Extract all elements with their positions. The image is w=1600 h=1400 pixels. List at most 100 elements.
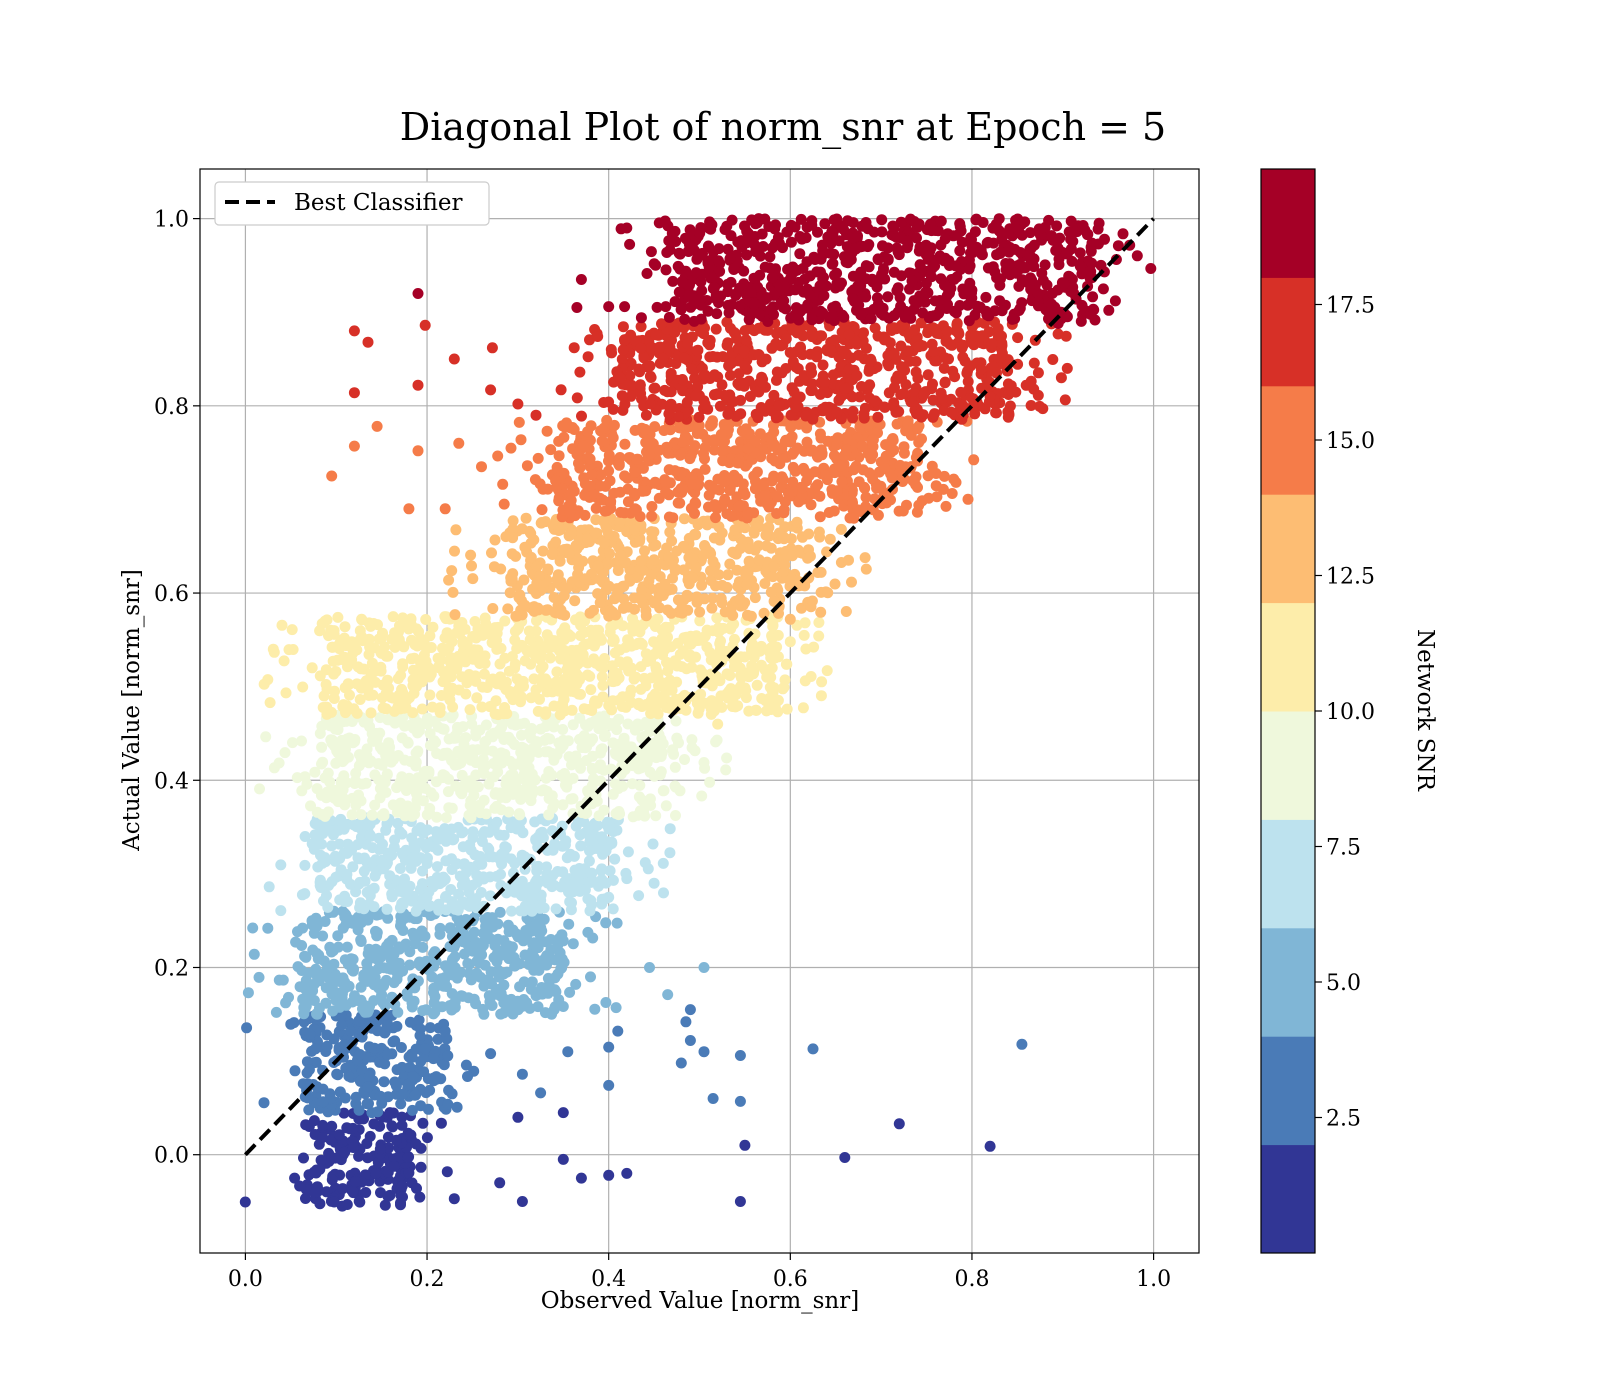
scatter-point — [644, 717, 656, 729]
scatter-point — [419, 825, 431, 837]
scatter-point — [839, 383, 851, 394]
scatter-point — [339, 621, 351, 633]
scatter-point — [541, 629, 553, 641]
scatter-point — [275, 859, 287, 871]
scatter-point — [326, 1174, 338, 1186]
scatter-point — [768, 561, 780, 573]
scatter-point — [516, 741, 528, 753]
scatter-point — [417, 865, 428, 877]
scatter-point — [930, 480, 942, 492]
scatter-point — [720, 764, 732, 776]
scatter-point — [609, 778, 621, 790]
scatter-point — [458, 779, 470, 791]
scatter-point — [646, 569, 657, 581]
scatter-point — [518, 885, 530, 896]
scatter-point — [379, 1026, 391, 1038]
scatter-point — [436, 690, 447, 701]
scatter-point — [339, 911, 351, 923]
scatter-series — [239, 213, 1157, 1212]
scatter-point — [491, 816, 503, 828]
scatter-point — [994, 295, 1006, 307]
scatter-point — [506, 651, 518, 662]
scatter-point — [900, 379, 912, 391]
scatter-point — [487, 745, 499, 757]
scatter-point — [370, 732, 382, 744]
scatter-point — [350, 1091, 362, 1103]
scatter-point — [606, 347, 618, 359]
scatter-point — [772, 706, 784, 718]
scatter-point — [954, 245, 966, 257]
scatter-point — [515, 905, 527, 917]
scatter-point — [415, 657, 427, 669]
scatter-point — [434, 922, 446, 934]
scatter-point — [341, 1199, 353, 1210]
scatter-point — [791, 393, 803, 405]
scatter-point — [828, 450, 840, 461]
scatter-point — [459, 948, 470, 960]
scatter-point — [412, 900, 424, 912]
scatter-point — [355, 994, 367, 1006]
scatter-point — [496, 679, 508, 691]
scatter-point — [528, 605, 540, 617]
scatter-point — [455, 967, 467, 978]
scatter-point — [636, 393, 647, 405]
scatter-point — [648, 702, 660, 714]
scatter-point — [607, 695, 619, 707]
scatter-point — [355, 795, 367, 807]
scatter-point — [698, 328, 710, 340]
scatter-point — [521, 644, 533, 656]
scatter-point — [564, 848, 576, 860]
scatter-point — [711, 351, 723, 363]
scatter-point — [574, 712, 586, 724]
scatter-point — [600, 997, 612, 1008]
scatter-point — [699, 369, 711, 381]
scatter-point — [1004, 400, 1016, 412]
scatter-point — [524, 525, 535, 537]
scatter-point — [530, 833, 542, 845]
scatter-point — [605, 496, 617, 507]
scatter-point — [846, 576, 857, 588]
scatter-point — [326, 946, 337, 958]
scatter-point — [805, 499, 817, 511]
scatter-point — [801, 436, 813, 448]
scatter-point — [539, 1007, 551, 1019]
scatter-point — [408, 838, 420, 850]
scatter-point — [962, 376, 974, 388]
scatter-point — [586, 762, 598, 774]
scatter-point — [506, 572, 518, 584]
scatter-point — [392, 750, 404, 761]
scatter-point — [698, 549, 710, 561]
scatter-point — [692, 381, 704, 393]
scatter-point — [756, 377, 768, 389]
scatter-point — [580, 755, 592, 766]
scatter-point — [395, 639, 407, 651]
scatter-point — [506, 905, 517, 917]
scatter-point — [337, 820, 349, 832]
scatter-point — [529, 474, 541, 486]
scatter-point — [727, 396, 739, 407]
scatter-point — [841, 444, 853, 456]
scatter-point — [612, 749, 623, 761]
scatter-point — [705, 575, 717, 587]
scatter-point — [677, 483, 689, 495]
scatter-point — [505, 822, 517, 834]
scatter-point — [553, 495, 565, 507]
scatter-point — [759, 578, 771, 589]
scatter-point — [411, 825, 423, 837]
scatter-point — [402, 737, 414, 749]
scatter-point — [747, 638, 758, 650]
scatter-point — [650, 810, 662, 822]
scatter-point — [846, 484, 858, 496]
scatter-point — [858, 327, 869, 339]
scatter-point — [570, 978, 582, 990]
scatter-point — [505, 442, 517, 454]
scatter-point — [1039, 259, 1051, 271]
scatter-point — [388, 948, 400, 960]
scatter-point — [657, 634, 669, 646]
scatter-point — [396, 1119, 408, 1131]
scatter-point — [488, 561, 500, 573]
scatter-point — [895, 320, 907, 332]
scatter-point — [605, 621, 617, 633]
scatter-point — [328, 1196, 340, 1208]
scatter-point — [962, 493, 974, 505]
